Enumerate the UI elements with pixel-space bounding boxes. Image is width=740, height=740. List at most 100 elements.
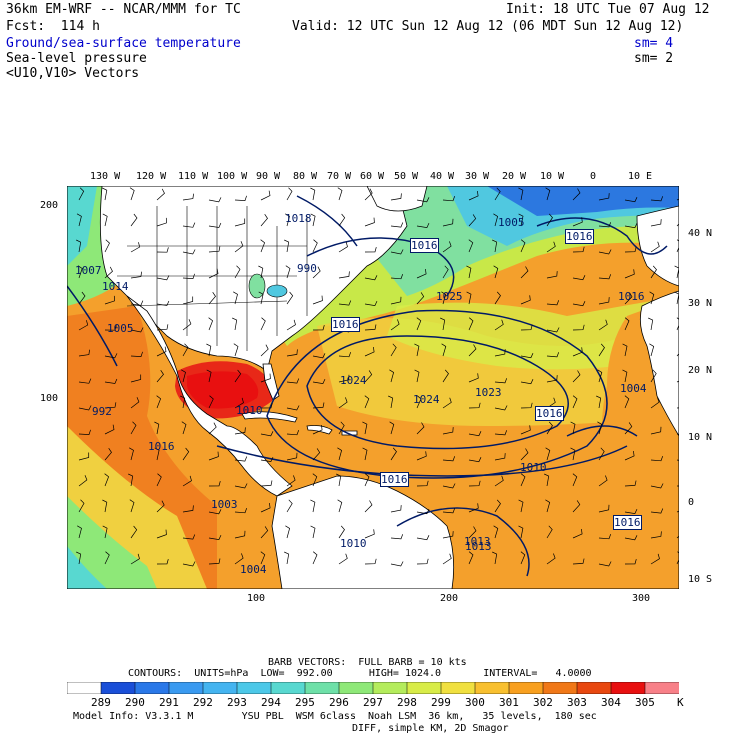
wind-barb xyxy=(156,370,164,383)
wind-barb xyxy=(286,378,300,384)
wind-barb xyxy=(390,447,397,461)
wind-barb xyxy=(362,421,368,435)
colorbar-swatch xyxy=(270,682,306,694)
wind-barb xyxy=(78,378,92,384)
wind-barb xyxy=(494,499,501,513)
wind-barb xyxy=(182,193,194,201)
wind-barb xyxy=(416,451,427,461)
wind-barb xyxy=(546,271,558,279)
wind-barb xyxy=(338,351,352,358)
wind-barb xyxy=(156,247,169,253)
wind-barb xyxy=(494,430,508,436)
wind-barb xyxy=(468,526,477,539)
wind-barb xyxy=(78,475,88,487)
wind-barb xyxy=(156,529,167,539)
wind-barb xyxy=(260,214,268,227)
wind-barb xyxy=(76,213,82,227)
wind-barb xyxy=(390,296,402,305)
wind-barb xyxy=(624,422,633,435)
wind-barb xyxy=(364,247,377,253)
wind-barb xyxy=(208,197,222,203)
wind-barb xyxy=(390,561,404,567)
wind-barb xyxy=(104,239,110,253)
wind-barb xyxy=(285,525,291,539)
wind-barb xyxy=(337,187,343,201)
wind-barb xyxy=(598,297,610,305)
wind-barb xyxy=(442,508,456,514)
wind-barb xyxy=(622,369,628,383)
wind-barb xyxy=(442,397,452,409)
lat-label: 30 N xyxy=(688,298,713,309)
wind-barb xyxy=(572,246,585,253)
wind-barb xyxy=(416,535,430,541)
wind-barb xyxy=(520,266,529,279)
wind-barb xyxy=(102,525,108,539)
wind-barb xyxy=(206,343,212,357)
lat-label: 10 N xyxy=(688,432,713,443)
wind-barb xyxy=(624,395,630,409)
wind-barb xyxy=(78,187,85,201)
isobar-label: 990 xyxy=(297,262,317,275)
lat-label: 20 N xyxy=(688,365,713,376)
wind-barb xyxy=(232,317,238,331)
wind-barb xyxy=(494,319,504,331)
colorbar-swatch xyxy=(338,682,374,694)
wind-barb xyxy=(416,558,429,565)
wind-barb xyxy=(650,553,660,565)
colorbar-swatch xyxy=(440,682,476,694)
wind-barb xyxy=(284,239,290,253)
wind-barb xyxy=(156,346,167,357)
wind-barb xyxy=(468,239,474,253)
wind-barb xyxy=(390,193,402,201)
wind-barb xyxy=(234,483,248,489)
wind-barb xyxy=(130,213,138,227)
wind-barb xyxy=(650,483,664,489)
colorbar-swatch xyxy=(202,682,238,694)
x-grid-label: 100 xyxy=(247,593,266,604)
colorbar-swatch xyxy=(100,682,136,694)
wind-barb xyxy=(520,402,533,409)
isobar-label: 1014 xyxy=(102,280,129,293)
wind-barb xyxy=(624,480,637,487)
colorbar-tick-label: 294 xyxy=(261,696,281,709)
wind-barb xyxy=(546,241,556,253)
wind-barb xyxy=(442,265,449,279)
wind-barb xyxy=(338,241,348,253)
europe-landmass xyxy=(636,205,679,287)
wind-barb xyxy=(78,291,86,305)
wind-barb xyxy=(156,559,169,565)
isobar-label: 1013 xyxy=(465,540,492,553)
isobar-label: 1016 xyxy=(380,472,409,487)
temperature-colorbar xyxy=(67,682,679,694)
wind-barb xyxy=(466,265,472,279)
wind-barb xyxy=(624,269,635,279)
wind-barb xyxy=(598,561,612,567)
wind-barb xyxy=(156,395,162,409)
wind-barb xyxy=(364,300,378,306)
wind-barb xyxy=(546,300,560,306)
wind-barb xyxy=(416,222,430,228)
isobar-label: 1016 xyxy=(565,229,594,244)
wind-barb xyxy=(130,242,141,253)
wind-barb xyxy=(598,319,608,331)
wind-barb xyxy=(520,295,531,305)
wind-barb xyxy=(494,453,506,461)
wind-barb xyxy=(234,241,244,253)
wind-barb xyxy=(130,300,144,306)
wind-barb xyxy=(208,422,217,435)
lon-label: 110 W xyxy=(178,171,209,182)
title-left: 36km EM-WRF -- NCAR/MMM for TC xyxy=(6,2,241,17)
wind-barb xyxy=(492,239,498,253)
contours-legend: CONTOURS: UNITS=hPa LOW= 992.00 HIGH= 10… xyxy=(128,668,592,679)
wind-barb xyxy=(676,239,679,253)
wind-barb xyxy=(129,447,134,461)
wind-barb xyxy=(364,217,375,227)
wind-barb xyxy=(520,551,526,565)
wind-barb xyxy=(546,525,553,539)
wind-barb xyxy=(572,473,578,487)
wind-barb xyxy=(182,505,194,513)
wind-barbs xyxy=(76,187,679,567)
wind-barb xyxy=(104,551,110,565)
wind-barb xyxy=(624,508,638,514)
colorbar-unit: K xyxy=(677,696,684,709)
